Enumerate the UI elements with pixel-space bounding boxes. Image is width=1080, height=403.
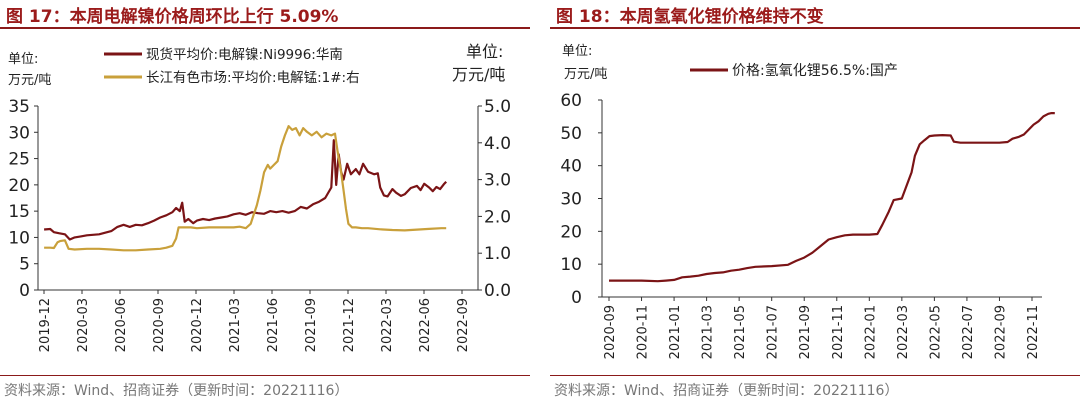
series-line-0	[44, 139, 448, 241]
x-tick-label: 2021-03	[701, 305, 716, 359]
chart-panel-left: 图 17：本周电解镍价格周环比上行 5.09% 单位: 万元/吨 单位: 万元/吨 0 5…	[0, 0, 530, 403]
x-tick-label: 2020-06	[114, 298, 129, 352]
legend-label: 现货平均价:电解镍:Ni9996:华南	[146, 46, 343, 63]
x-tick-label: 2020-09	[152, 298, 167, 352]
y-left-tick-label: 15	[8, 202, 30, 222]
y-left-tick-label: 10	[8, 228, 30, 248]
y-left-tick-label: 30	[8, 123, 30, 143]
chart-panel-right: 图 18：本周氢氧化锂价格维持不变 单位: 万元/吨 0 10 20 30 40 50 60 20…	[550, 0, 1080, 403]
x-tick-label: 2020-12	[190, 298, 205, 352]
legend-label: 价格:氢氧化锂56.5%:国产	[732, 63, 898, 79]
x-tick-label: 2021-12	[342, 298, 357, 352]
y-left-tick-label: 60	[560, 91, 582, 111]
x-tick-label: 2022-06	[418, 298, 433, 352]
y-left-tick-label: 0	[571, 288, 582, 308]
source-rule	[0, 375, 530, 376]
y-left-unit: 万元/吨	[8, 73, 51, 88]
y-left-unit: 单位:	[562, 44, 592, 59]
nickel-manganese-chart: 单位: 万元/吨 单位: 万元/吨 0 5 10 15 20 25 30 35 0.0 1.0 2.0 3.0…	[8, 42, 511, 352]
y-left-tick-label: 30	[560, 190, 582, 210]
x-tick-label: 2021-03	[228, 298, 243, 352]
y-left-tick-label: 20	[560, 222, 582, 242]
y-left-tick-label: 40	[560, 157, 582, 177]
legend-label: 长江有色市场:平均价:电解锰:1#:右	[146, 69, 360, 86]
y-right-tick-label: 4.0	[484, 134, 511, 154]
x-tick-label: 2021-09	[304, 298, 319, 352]
series-line-0	[609, 112, 1055, 283]
chart-title: 图 18：本周氢氧化锂价格维持不变	[556, 7, 824, 27]
x-tick-label: 2022-07	[961, 305, 976, 359]
title-rule	[550, 27, 1080, 29]
x-tick-label: 2021-07	[766, 305, 781, 359]
x-tick-label: 2021-09	[798, 305, 813, 359]
x-tick-label: 2020-03	[76, 298, 91, 352]
y-right-tick-label: 3.0	[484, 171, 511, 191]
y-left-unit: 单位:	[8, 52, 38, 67]
x-tick-label: 2021-06	[266, 298, 281, 352]
y-right-tick-label: 2.0	[484, 207, 511, 227]
y-right-unit: 万元/吨	[452, 65, 505, 84]
source-rule	[550, 375, 1080, 376]
chart-source: 资料来源：Wind、招商证券（更新时间：20221116）	[4, 383, 349, 399]
x-tick-label: 2020-09	[603, 305, 618, 359]
x-tick-label: 2022-09	[456, 298, 471, 352]
lithium-hydroxide-chart: 单位: 万元/吨 0 10 20 30 40 50 60 2020-09 2020-11 2021-0…	[560, 44, 1055, 359]
y-left-tick-label: 5	[19, 255, 30, 275]
y-left-tick-label: 25	[8, 150, 30, 170]
y-left-tick-label: 35	[8, 97, 30, 117]
y-right-tick-label: 0.0	[484, 281, 511, 301]
x-tick-label: 2021-11	[831, 305, 846, 359]
x-tick-label: 2022-03	[896, 305, 911, 359]
y-right-tick-label: 5.0	[484, 97, 511, 117]
chart-source: 资料来源：Wind、招商证券（更新时间：20221116）	[554, 383, 899, 399]
y-left-tick-label: 10	[560, 255, 582, 275]
series-line-1	[44, 125, 447, 252]
x-tick-label: 2021-05	[733, 305, 748, 359]
x-tick-label: 2022-01	[863, 305, 878, 359]
y-right-unit: 单位:	[466, 42, 503, 61]
x-tick-label: 2020-11	[636, 305, 651, 359]
x-tick-label: 2022-03	[380, 298, 395, 352]
x-tick-label: 2022-11	[1026, 305, 1041, 359]
y-left-tick-label: 50	[560, 124, 582, 144]
x-tick-label: 2019-12	[38, 298, 53, 352]
x-tick-label: 2021-01	[668, 305, 683, 359]
y-right-tick-label: 1.0	[484, 244, 511, 264]
chart-title: 图 17：本周电解镍价格周环比上行 5.09%	[6, 7, 339, 27]
x-tick-label: 2022-05	[928, 305, 943, 359]
y-left-unit: 万元/吨	[564, 67, 607, 82]
y-left-tick-label: 0	[19, 281, 30, 301]
title-rule	[0, 27, 530, 29]
x-tick-label: 2022-09	[993, 305, 1008, 359]
y-left-tick-label: 20	[8, 176, 30, 196]
